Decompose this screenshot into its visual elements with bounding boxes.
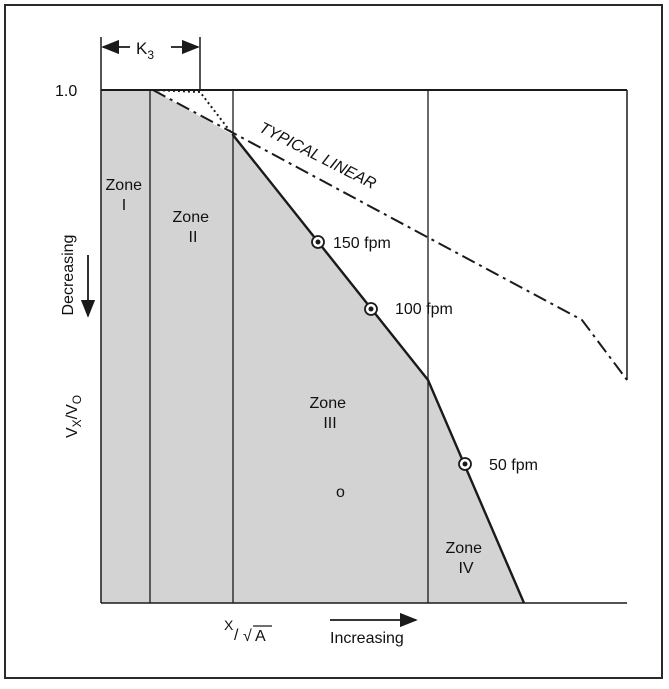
zone-label-3: Zone III [310,395,351,432]
y-direction-label: Decreasing [60,235,77,316]
velocity-label-50: 50 fpm [489,457,538,474]
y-tick-1-0: 1.0 [55,83,77,100]
dotted-transition-curve [152,89,234,136]
velocity-point-50 [458,457,472,471]
stray-mark: o [336,484,345,501]
y-axis-label: VX/VO [64,395,84,438]
zone-label-1: Zone I [106,177,147,214]
k3-label: K3 [136,39,154,62]
velocity-decay-curve [232,134,526,604]
velocity-label-150: 150 fpm [333,235,391,252]
velocity-label-100: 100 fpm [395,301,453,318]
zone-label-2: Zone II [173,209,214,246]
outer-frame [4,4,663,679]
shaded-zone-region [101,90,524,603]
zone-label-4: Zone IV [446,540,487,577]
velocity-point-100 [364,302,378,316]
x-direction-label: Increasing [330,630,404,647]
x-axis-label: X / √ A [224,617,266,645]
typical-linear-line [152,89,628,381]
velocity-point-150 [311,235,325,249]
